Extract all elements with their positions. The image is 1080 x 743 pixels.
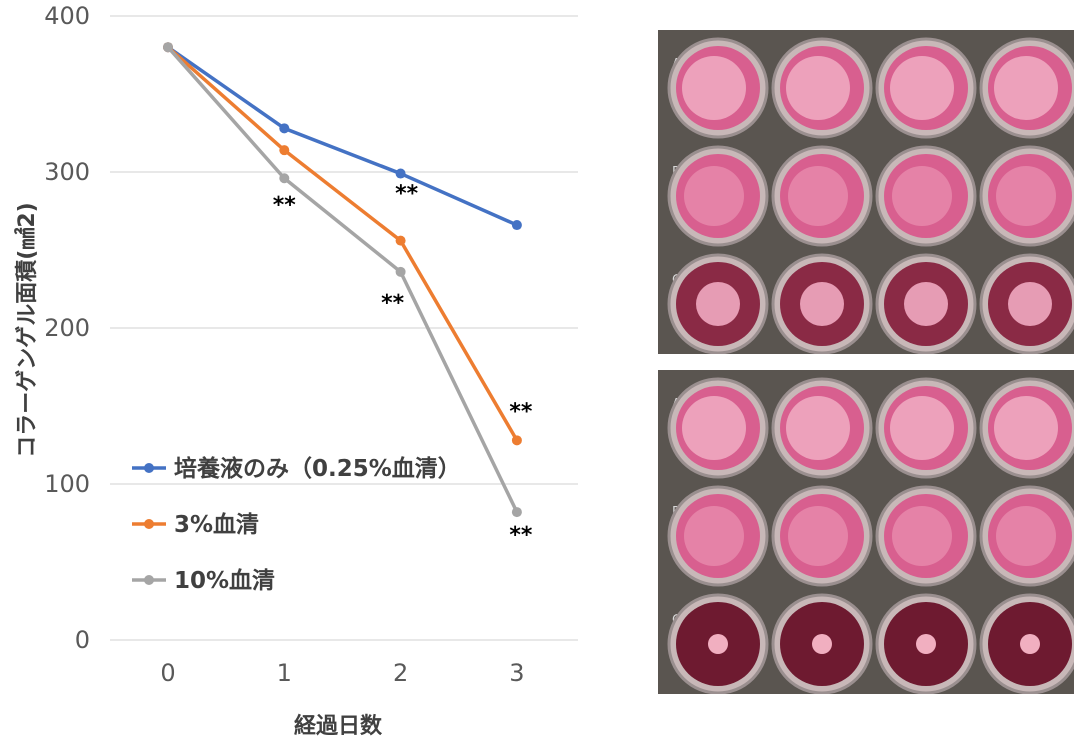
legend-marker [144,575,154,585]
series-0 [163,42,522,231]
collagen-gel [788,506,848,566]
collagen-gel [904,282,948,326]
well-plate-photo-top: ABC [658,30,1074,354]
significance-marker: ** [273,193,297,218]
well-plate: ABC [658,370,1074,694]
data-point [279,145,290,156]
y-tick-label: 400 [44,2,90,30]
y-tick-label: 0 [75,626,90,654]
collagen-gel [996,166,1056,226]
y-tick-label: 200 [44,314,90,342]
significance-marker: ** [509,523,533,548]
legend-label: 3%血清 [174,511,259,538]
y-tick-labels: 0 100 200 300 400 [44,2,90,654]
collagen-gel [996,506,1056,566]
line-chart: 0 100 200 300 400 0 1 2 3 ** ** ** ** ** 培養液のみ（0.25… [14,2,578,739]
collagen-gel [682,56,746,120]
x-axis-label: 経過日数 [294,713,383,739]
x-tick-label: 0 [160,659,175,687]
collagen-gel [890,396,954,460]
collagen-gel [786,56,850,120]
series-line [166,46,519,513]
data-point [395,168,406,179]
significance-marker: ** [395,182,419,207]
collagen-gel [696,282,740,326]
data-point [279,123,290,134]
data-point [511,220,522,231]
significance-marker: ** [381,291,405,316]
significance-annotations: ** ** ** ** ** [273,182,533,548]
y-tick-label: 100 [44,470,90,498]
well-plate-photo-bottom: ABC [658,370,1074,694]
collagen-gel [892,506,952,566]
collagen-gel [812,634,832,654]
data-point [511,507,522,518]
well-plate: ABC [658,30,1074,354]
series-lines [163,42,522,518]
collagen-gel [994,396,1058,460]
series-line [166,45,519,442]
collagen-gel [682,396,746,460]
legend-label: 培養液のみ（0.25%血清） [174,455,461,482]
y-axis-label: コラーゲンゲル面積(㎟2) [14,202,40,457]
series-line [166,45,518,227]
significance-marker: ** [509,399,533,424]
gridlines [110,15,578,641]
collagen-gel [916,634,936,654]
legend-marker [144,463,154,473]
data-point [163,42,173,53]
collagen-gel [684,506,744,566]
legend: 培養液のみ（0.25%血清） 3%血清 10%血清 [132,455,461,594]
x-tick-label: 2 [393,659,408,687]
data-point [279,173,290,184]
x-tick-label: 3 [509,659,524,687]
data-point [511,435,522,446]
x-tick-labels: 0 1 2 3 [160,659,524,687]
collagen-gel [1020,634,1040,654]
series-2 [163,42,522,518]
collagen-gel [892,166,952,226]
x-tick-label: 1 [277,659,292,687]
collagen-gel [684,166,744,226]
collagen-gel [800,282,844,326]
data-point [395,235,406,246]
y-tick-label: 300 [44,158,90,186]
collagen-gel [708,634,728,654]
series-1 [163,42,522,446]
collagen-gel [786,396,850,460]
collagen-gel [890,56,954,120]
collagen-gel [1008,282,1052,326]
legend-marker [144,519,154,529]
collagen-gel [994,56,1058,120]
legend-label: 10%血清 [174,567,275,594]
collagen-gel [788,166,848,226]
data-point [395,266,406,277]
